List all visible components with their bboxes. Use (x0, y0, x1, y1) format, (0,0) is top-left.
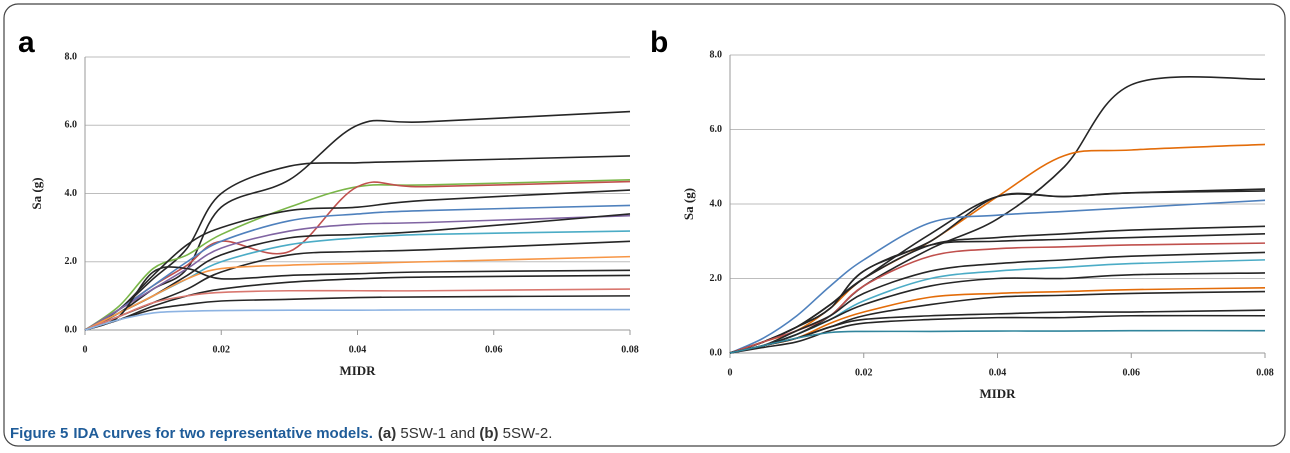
caption: Figure 5 IDA curves for two representativ… (10, 425, 552, 442)
ida-curve (84, 214, 631, 331)
ida-curve (84, 255, 631, 331)
y-tick-label: 8.0 (710, 49, 723, 60)
caption-label: Figure 5 (10, 425, 68, 442)
ida-curve (84, 155, 631, 331)
caption-part: 5SW-1 and (396, 425, 479, 442)
x-tick-label: 0.04 (989, 367, 1007, 378)
ida-curve (84, 266, 631, 331)
ida-curve (84, 295, 631, 331)
ida-curve (84, 110, 631, 331)
y-tick-label: 6.0 (65, 120, 78, 131)
caption-part: (b) (479, 425, 498, 442)
y-axis-label: Sa (g) (29, 177, 44, 209)
ida-curve (729, 199, 1266, 354)
y-tick-label: 2.0 (710, 273, 723, 284)
x-tick-label: 0.04 (349, 344, 367, 355)
caption-title: IDA curves for two representative models… (73, 425, 373, 442)
ida-curve (729, 314, 1266, 354)
x-axis-label: MIDR (979, 386, 1016, 401)
ida-curve (729, 251, 1266, 354)
panel-label: a (18, 26, 35, 59)
caption-part: 5SW-2. (499, 425, 553, 442)
ida-curve (84, 288, 631, 331)
y-tick-label: 8.0 (65, 51, 78, 62)
y-tick-label: 0.0 (710, 347, 723, 358)
y-tick-label: 4.0 (710, 198, 723, 209)
ida-curve (84, 274, 631, 331)
x-tick-label: 0.06 (485, 344, 503, 355)
figure-border (3, 3, 1286, 447)
x-tick-label: 0.08 (621, 344, 639, 355)
ida-curve (84, 240, 631, 331)
y-tick-label: 4.0 (65, 188, 78, 199)
x-tick-label: 0 (728, 367, 733, 378)
x-tick-label: 0.02 (855, 367, 873, 378)
ida-curve (84, 308, 631, 331)
ida-curve (84, 179, 631, 331)
ida-curve (729, 242, 1266, 354)
caption-parts: (a) 5SW-1 and (b) 5SW-2. (378, 425, 553, 442)
ida-curve (729, 272, 1266, 354)
x-tick-label: 0 (83, 344, 88, 355)
ida-curve (84, 204, 631, 331)
y-tick-label: 0.0 (65, 324, 78, 335)
panel-label: b (650, 26, 668, 59)
y-tick-label: 2.0 (65, 256, 78, 267)
y-tick-label: 6.0 (710, 124, 723, 135)
x-axis-label: MIDR (339, 363, 376, 378)
x-tick-label: 0.06 (1123, 367, 1141, 378)
ida-curve (729, 233, 1266, 354)
x-tick-label: 0.02 (213, 344, 231, 355)
ida-curve (729, 329, 1266, 354)
y-axis-label: Sa (g) (681, 188, 696, 220)
caption-part: (a) (378, 425, 396, 442)
x-tick-label: 0.08 (1256, 367, 1274, 378)
